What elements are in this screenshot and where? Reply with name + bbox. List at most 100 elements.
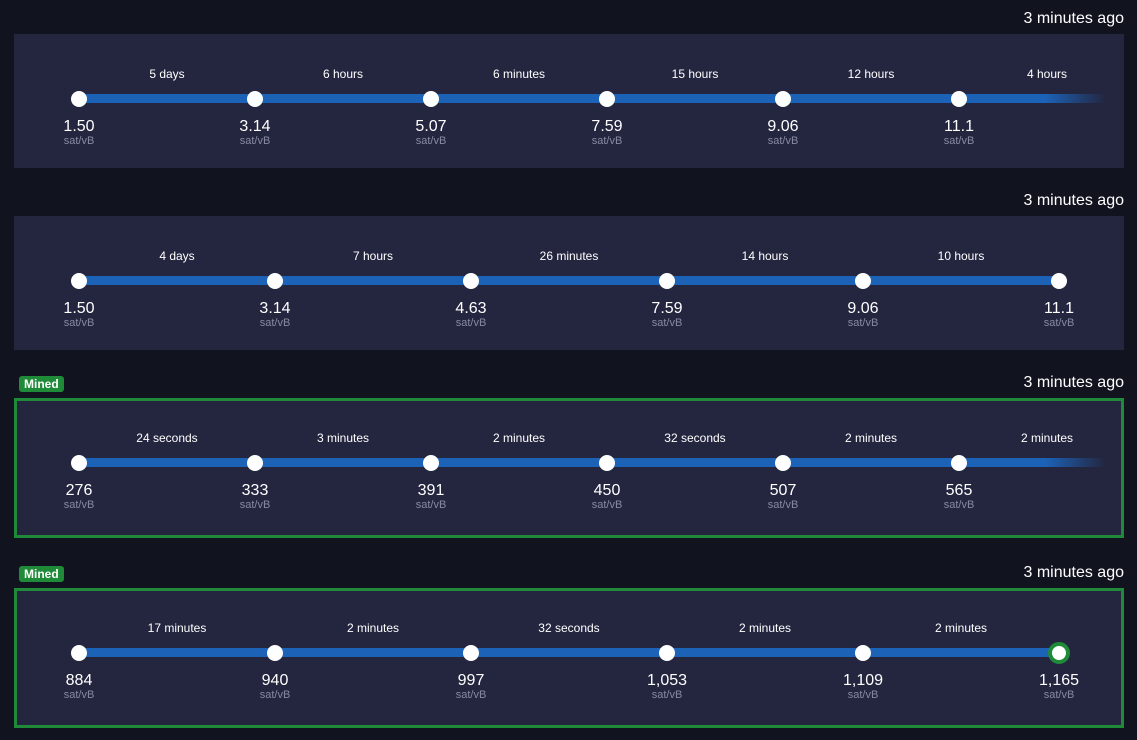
fee-rate: 450 sat/vB: [592, 482, 623, 511]
fee-rate-unit: sat/vB: [239, 135, 271, 147]
fee-point-dot[interactable]: [463, 644, 479, 661]
fee-point-dot[interactable]: [247, 90, 263, 107]
fee-point-dot[interactable]: [267, 644, 283, 661]
mined-block-marker[interactable]: [1048, 641, 1070, 664]
fee-rate: 5.07 sat/vB: [415, 118, 446, 147]
fee-point-dot[interactable]: [247, 454, 263, 471]
time-gap-label: 17 minutes: [147, 621, 207, 635]
timeline-track: [79, 648, 1059, 657]
time-gap-label: 32 seconds: [664, 431, 726, 445]
fee-rate-value: 391: [417, 482, 445, 499]
time-gap-label: 6 minutes: [492, 67, 546, 81]
timeline-panel[interactable]: 24 seconds 3 minutes 2 minutes 32 seconds 2 …: [14, 398, 1124, 538]
fee-rate: 11.1 sat/vB: [1044, 300, 1075, 329]
fee-rate-unit: sat/vB: [943, 135, 975, 147]
fee-point-dot[interactable]: [951, 90, 967, 107]
mined-badge: Mined: [19, 566, 64, 582]
timeline-panel[interactable]: 5 days 6 hours 6 minutes 15 hours 12 hours 4 …: [14, 34, 1124, 168]
fee-rate-unit: sat/vB: [847, 689, 879, 701]
time-gap-label: 2 minutes: [492, 431, 546, 445]
timeline-track: [79, 94, 1106, 103]
fee-point-dot[interactable]: [463, 272, 479, 289]
fee-rate: 7.59 sat/vB: [591, 118, 622, 147]
fee-rate: 940 sat/vB: [260, 672, 291, 701]
fee-point-dot[interactable]: [599, 90, 615, 107]
fee-rate-value: 884: [65, 672, 93, 689]
time-gap-label: 5 days: [149, 67, 185, 81]
fee-rate-value: 1.50: [63, 118, 95, 135]
fee-point-dot[interactable]: [71, 272, 87, 289]
fee-rate-value: 1,053: [646, 672, 688, 689]
time-gap-label: 2 minutes: [738, 621, 792, 635]
section-header: 3 minutes ago: [14, 190, 1124, 212]
fee-rate-value: 9.06: [767, 118, 799, 135]
timeline-section: 3 minutes ago 4 days 7 hours 26 minutes 14 h…: [14, 190, 1124, 350]
fee-rate-unit: sat/vB: [239, 499, 271, 511]
fee-point-dot[interactable]: [71, 454, 87, 471]
time-gap-label: 4 hours: [1026, 67, 1068, 81]
fee-rate-unit: sat/vB: [455, 317, 487, 329]
fee-rate-unit: sat/vB: [63, 499, 95, 511]
time-ago: 3 minutes ago: [1023, 192, 1124, 209]
fee-rate-value: 507: [769, 482, 797, 499]
fee-point-dot[interactable]: [71, 90, 87, 107]
fee-rate-unit: sat/vB: [767, 499, 799, 511]
fee-rate: 1.50 sat/vB: [63, 300, 94, 329]
fee-point-dot[interactable]: [423, 90, 439, 107]
fee-point-dot[interactable]: [1051, 272, 1067, 289]
fee-rate-unit: sat/vB: [415, 499, 447, 511]
timeline-panel[interactable]: 4 days 7 hours 26 minutes 14 hours 10 hours 1…: [14, 216, 1124, 350]
fee-rate-unit: sat/vB: [591, 135, 623, 147]
fee-point-dot[interactable]: [423, 454, 439, 471]
mined-badge: Mined: [19, 376, 64, 392]
fee-rate-value: 997: [457, 672, 485, 689]
fee-rate-value: 565: [945, 482, 973, 499]
time-gap-label: 3 minutes: [316, 431, 370, 445]
fee-point-dot[interactable]: [855, 272, 871, 289]
time-gap-label: 12 hours: [847, 67, 895, 81]
fee-rate-unit: sat/vB: [943, 499, 975, 511]
fee-rate: 565 sat/vB: [944, 482, 975, 511]
fee-rate-unit: sat/vB: [591, 499, 623, 511]
fee-rate: 3.14 sat/vB: [259, 300, 290, 329]
section-header: Mined 3 minutes ago: [14, 562, 1124, 584]
fee-rate-value: 11.1: [944, 118, 974, 135]
fee-rate: 276 sat/vB: [64, 482, 95, 511]
fee-point-dot[interactable]: [951, 454, 967, 471]
fee-rate: 884 sat/vB: [64, 672, 95, 701]
time-gap-label: 2 minutes: [934, 621, 988, 635]
fee-rate-unit: sat/vB: [63, 689, 95, 701]
timeline-panel[interactable]: 17 minutes 2 minutes 32 seconds 2 minutes 2 …: [14, 588, 1124, 728]
fee-rate-unit: sat/vB: [415, 135, 447, 147]
time-gap-label: 24 seconds: [136, 431, 198, 445]
fee-rate-unit: sat/vB: [651, 317, 683, 329]
time-gap-label: 14 hours: [741, 249, 789, 263]
fee-point-dot[interactable]: [267, 272, 283, 289]
fee-rate-value: 333: [241, 482, 269, 499]
fee-rate-value: 9.06: [847, 300, 879, 317]
fee-rate: 9.06 sat/vB: [767, 118, 798, 147]
fee-rate-value: 4.63: [455, 300, 487, 317]
fee-point-dot[interactable]: [659, 644, 675, 661]
fee-point-dot[interactable]: [659, 272, 675, 289]
fee-point-dot[interactable]: [855, 644, 871, 661]
fee-point-dot[interactable]: [775, 454, 791, 471]
fee-rate-unit: sat/vB: [63, 135, 95, 147]
fee-rate: 1.50 sat/vB: [63, 118, 94, 147]
time-ago: 3 minutes ago: [1023, 374, 1124, 391]
fee-point-dot[interactable]: [775, 90, 791, 107]
time-gap-label: 15 hours: [671, 67, 719, 81]
fee-rate-value: 7.59: [651, 300, 683, 317]
fee-rate: 1,109 sat/vB: [843, 672, 883, 701]
fee-rate-unit: sat/vB: [259, 317, 291, 329]
timeline-track: [79, 458, 1106, 467]
fee-rate-value: 1,109: [842, 672, 884, 689]
time-ago: 3 minutes ago: [1023, 10, 1124, 27]
section-header: 3 minutes ago: [14, 8, 1124, 30]
fee-rate-unit: sat/vB: [847, 317, 879, 329]
fee-point-dot[interactable]: [599, 454, 615, 471]
time-gap-label: 26 minutes: [539, 249, 599, 263]
fee-rate-unit: sat/vB: [1043, 689, 1075, 701]
fee-point-dot[interactable]: [71, 644, 87, 661]
fee-rate-value: 11.1: [1044, 300, 1074, 317]
